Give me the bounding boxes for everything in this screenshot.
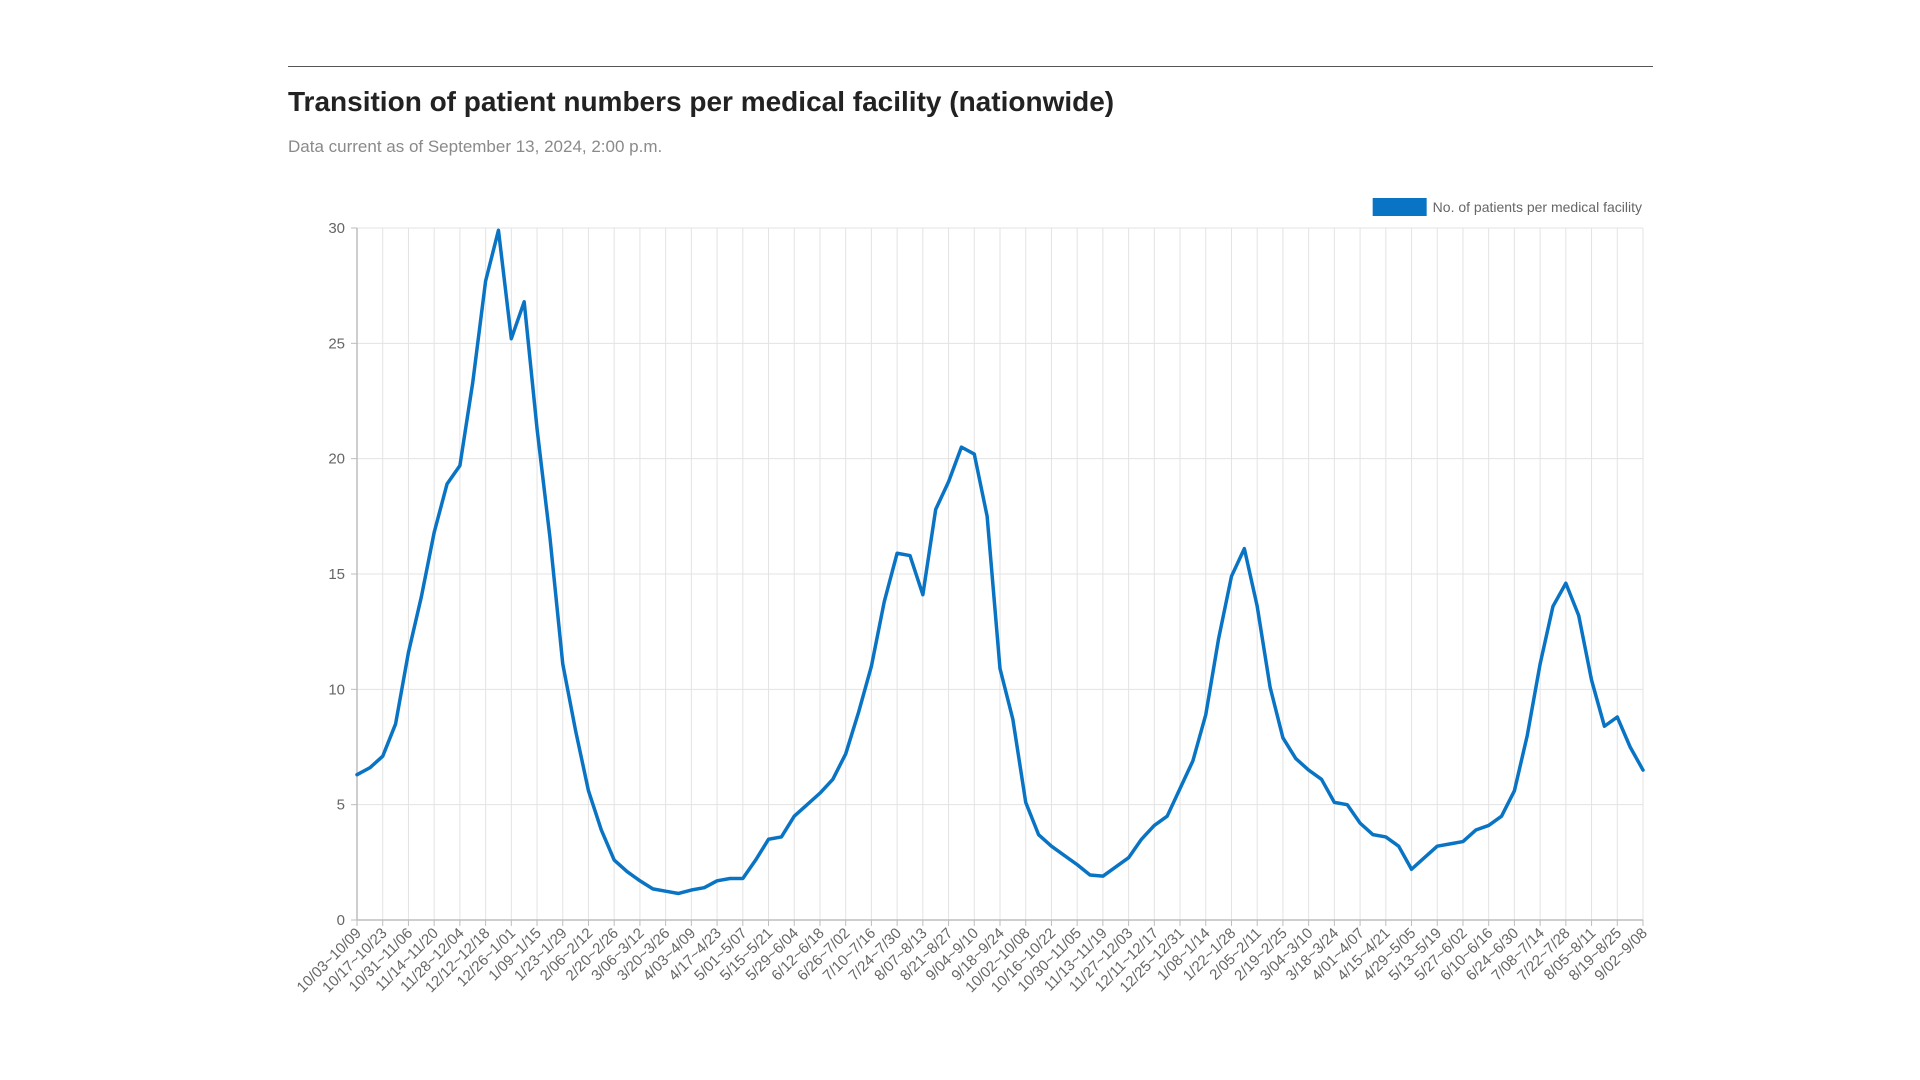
top-divider — [288, 66, 1653, 67]
chart-legend[interactable]: No. of patients per medical facility — [1372, 198, 1642, 216]
chart-series — [355, 228, 1645, 896]
chart-grid — [356, 227, 1644, 921]
y-tick-label: 20 — [328, 451, 345, 468]
chart-axes: 05101520253010/03~10/0910/17~10/2310/31~… — [294, 220, 1651, 996]
y-tick-label: 5 — [337, 797, 345, 814]
legend-label[interactable]: No. of patients per medical facility — [1433, 199, 1642, 215]
y-tick-label: 25 — [328, 335, 345, 352]
y-tick-label: 0 — [337, 912, 345, 929]
page-title: Transition of patient numbers per medica… — [288, 86, 1115, 117]
y-tick-label: 10 — [328, 681, 345, 698]
data-timestamp: Data current as of September 13, 2024, 2… — [288, 137, 663, 156]
legend-swatch[interactable] — [1372, 198, 1427, 216]
y-tick-label: 15 — [328, 566, 345, 583]
y-tick-label: 30 — [328, 220, 345, 237]
